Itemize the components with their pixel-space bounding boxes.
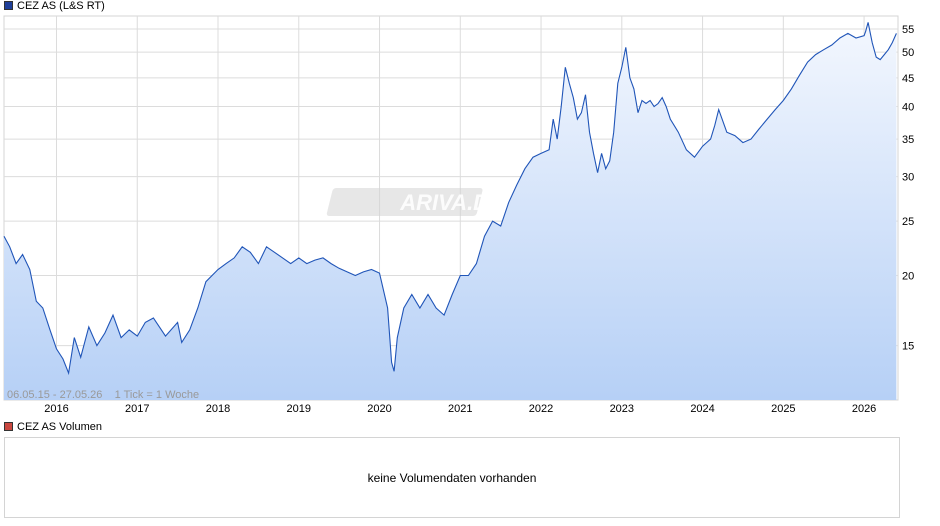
x-tick-label: 2023 (610, 403, 634, 415)
y-tick-label: 20 (902, 270, 914, 282)
x-tick-label: 2022 (529, 403, 553, 415)
price-legend-label: CEZ AS (L&S RT) (17, 0, 105, 12)
x-tick-label: 2017 (125, 403, 149, 415)
x-tick-label: 2025 (771, 403, 795, 415)
x-axis-labels: 2016 2017 2018 2019 2020 2021 2022 2023 2024 2025… (44, 403, 876, 415)
y-tick-label: 40 (902, 102, 914, 114)
y-axis-labels: 15 20 25 30 35 40 45 50 55 (902, 24, 914, 353)
y-tick-label: 25 (902, 216, 914, 228)
x-tick-label: 2024 (690, 403, 714, 415)
y-tick-label: 45 (902, 73, 914, 85)
x-tick-label: 2018 (206, 403, 230, 415)
x-tick-label: 2021 (448, 403, 472, 415)
x-tick-label: 2016 (44, 403, 68, 415)
x-tick-label: 2019 (287, 403, 311, 415)
volume-empty-message: keine Volumendaten vorhanden (367, 471, 537, 485)
price-legend-swatch (4, 1, 13, 10)
y-tick-label: 50 (902, 47, 914, 59)
volume-legend: CEZ AS Volumen (4, 421, 102, 434)
y-tick-label: 55 (902, 24, 914, 36)
x-tick-label: 2020 (367, 403, 391, 415)
y-tick-label: 35 (902, 134, 914, 146)
watermark: ARIVA.DE (326, 188, 505, 216)
x-tick-label: 2026 (852, 403, 876, 415)
y-tick-label: 15 (902, 341, 914, 353)
range-info: 06.05.15 - 27.05.26 1 Tick = 1 Woche (7, 389, 199, 401)
y-tick-label: 30 (902, 172, 914, 184)
watermark-text: ARIVA.DE (399, 190, 505, 215)
price-legend: CEZ AS (L&S RT) (4, 0, 105, 13)
volume-legend-label: CEZ AS Volumen (17, 421, 102, 433)
watermark-badge (326, 188, 483, 216)
volume-panel: keine Volumendaten vorhanden (4, 437, 900, 518)
price-area (4, 22, 897, 401)
volume-legend-swatch (4, 422, 13, 431)
price-line (3, 22, 897, 376)
